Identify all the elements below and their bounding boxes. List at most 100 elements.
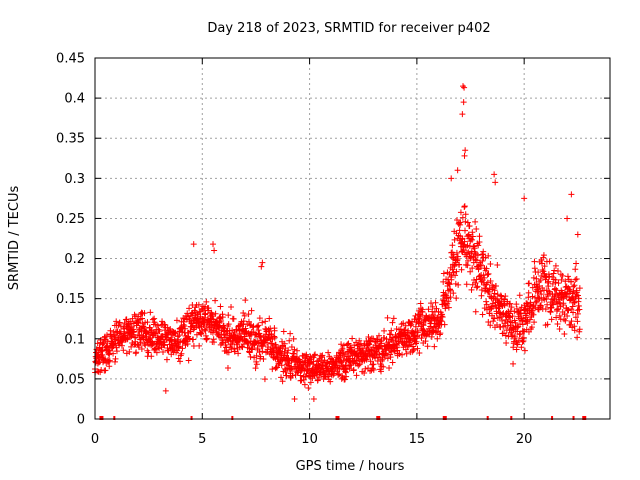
data-point <box>529 307 536 314</box>
data-point <box>535 294 542 301</box>
data-point <box>509 313 516 320</box>
x-axis-label: GPS time / hours <box>296 459 405 474</box>
data-point <box>281 348 288 355</box>
data-point <box>106 363 113 370</box>
data-point <box>478 292 485 299</box>
data-point <box>472 308 479 315</box>
data-point <box>561 331 568 338</box>
data-point <box>521 347 528 354</box>
data-point <box>573 289 580 296</box>
data-point <box>486 288 493 295</box>
data-point <box>325 349 332 356</box>
data-point <box>473 257 480 264</box>
data-point <box>186 305 193 312</box>
data-point <box>531 265 538 272</box>
data-point <box>259 259 266 266</box>
data-point <box>225 312 232 319</box>
data-point <box>236 326 243 333</box>
data-point <box>278 362 285 369</box>
data-point <box>346 365 353 372</box>
data-point <box>225 321 232 328</box>
data-point <box>476 233 483 240</box>
data-point <box>451 236 458 243</box>
y-axis-ticks: 0 0.05 0.1 0.15 0.2 0.25 0.3 0.35 0.4 0.45 <box>56 52 610 428</box>
data-point <box>465 257 472 264</box>
data-point <box>95 351 102 358</box>
data-point <box>480 248 487 255</box>
data-point <box>555 280 562 287</box>
data-point <box>484 271 491 278</box>
data-point <box>357 340 364 347</box>
data-point <box>461 152 468 159</box>
bottom-marker <box>582 416 587 420</box>
data-point <box>189 310 196 317</box>
data-point <box>543 295 550 302</box>
y-tick-label: 0.15 <box>56 292 85 307</box>
data-point <box>178 350 185 357</box>
data-point <box>369 365 376 372</box>
data-point <box>209 313 216 320</box>
data-point <box>453 295 460 302</box>
data-point <box>462 147 469 154</box>
data-point <box>177 358 184 365</box>
data-point <box>307 379 314 386</box>
data-point <box>469 229 476 236</box>
data-point <box>461 227 468 234</box>
data-point <box>210 339 217 346</box>
data-point <box>290 335 297 342</box>
bottom-marker <box>442 416 447 420</box>
data-point <box>458 266 465 273</box>
data-point <box>574 310 581 317</box>
data-point <box>544 279 551 286</box>
data-point <box>102 367 109 374</box>
data-point <box>564 290 571 297</box>
data-point <box>568 278 575 285</box>
data-point <box>414 329 421 336</box>
data-point <box>268 332 275 339</box>
data-point <box>514 324 521 331</box>
data-point <box>414 332 421 339</box>
data-point <box>553 314 560 321</box>
data-point <box>388 327 395 334</box>
data-point <box>206 318 213 325</box>
data-point <box>450 290 457 297</box>
data-point <box>112 355 119 362</box>
data-point <box>128 343 135 350</box>
data-point <box>102 355 109 362</box>
data-point <box>574 231 581 238</box>
data-point <box>135 331 142 338</box>
data-point <box>145 349 152 356</box>
data-point <box>439 314 446 320</box>
data-point <box>546 273 553 280</box>
data-point <box>548 305 555 312</box>
data-point <box>474 252 481 259</box>
data-point <box>510 360 517 367</box>
data-point <box>548 316 555 323</box>
data-point <box>126 348 133 355</box>
data-point <box>434 335 441 342</box>
data-point <box>288 344 295 351</box>
data-point <box>203 298 210 305</box>
data-point <box>129 315 136 322</box>
data-point <box>501 296 508 303</box>
data-point <box>550 270 557 277</box>
data-point <box>562 291 569 298</box>
data-point <box>502 293 509 300</box>
data-point <box>225 349 232 356</box>
data-point <box>531 258 538 265</box>
data-point <box>338 341 345 348</box>
data-point <box>294 347 301 354</box>
data-point <box>260 355 267 362</box>
data-point <box>445 304 452 311</box>
y-axis-label: SRMTID / TECUs <box>7 186 22 291</box>
data-point <box>180 318 187 325</box>
x-tick-label: 5 <box>198 432 206 447</box>
data-point <box>456 227 463 234</box>
data-point <box>305 385 312 392</box>
data-point <box>485 270 492 277</box>
data-point <box>472 279 479 286</box>
data-point <box>469 233 476 240</box>
data-point <box>461 84 468 91</box>
data-point <box>459 111 466 118</box>
data-point <box>447 294 454 301</box>
